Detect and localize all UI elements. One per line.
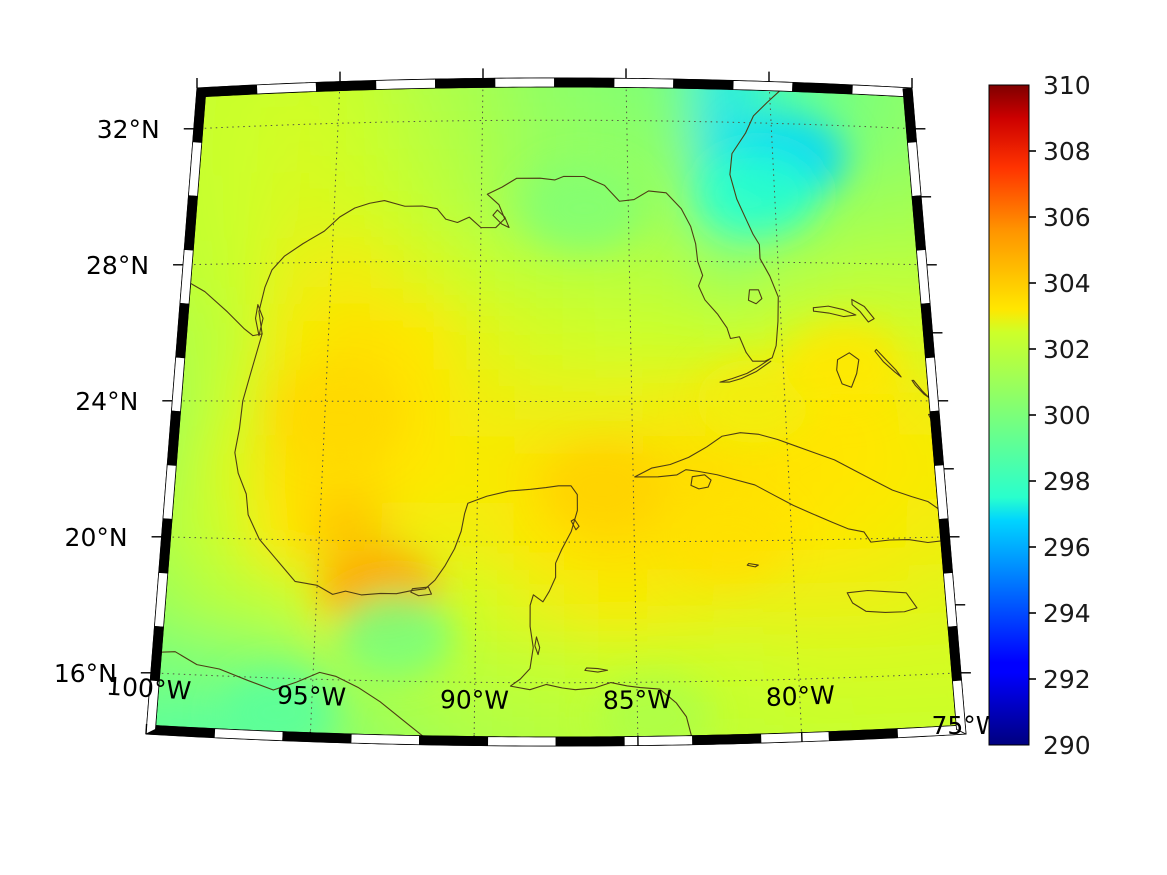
frame-segment xyxy=(673,78,734,90)
lon-tick-label: 100°W xyxy=(105,672,191,706)
coastline-mexico-pacific-coast-south xyxy=(151,651,442,746)
sst-feature xyxy=(337,593,454,678)
colorbar-gradient xyxy=(988,84,1030,746)
colorbar[interactable]: 290 292 294 296 298 300 302 304 306 308 310 xyxy=(988,71,1091,760)
frame-segment xyxy=(487,736,557,747)
map-frame-border xyxy=(145,77,967,747)
frame-segment xyxy=(554,77,615,88)
lat-tick-label: 28°N xyxy=(86,251,149,280)
frame-segment xyxy=(375,78,436,90)
lon-tick-label: 80°W xyxy=(765,680,835,711)
coastline-laguna-de-terminos xyxy=(410,586,432,597)
gridline-parallel xyxy=(172,400,939,402)
gridline-meridian xyxy=(309,81,341,742)
sst-field xyxy=(146,78,966,746)
lat-tick-label: 32°N xyxy=(97,115,160,144)
axis-tick-labels: 100°W 95°W 90°W 85°W 80°W75°W32°N28°N24°N20°… xyxy=(54,115,1001,740)
frame-segment xyxy=(623,735,694,747)
coastline-florida-keys xyxy=(719,358,772,383)
frame-segment xyxy=(613,77,675,89)
coastline-isla-de-la-juventud xyxy=(690,474,712,490)
frame-segment xyxy=(350,733,420,746)
colorbar-tick-label: 292 xyxy=(1043,665,1091,694)
lon-tick xyxy=(145,723,148,735)
sst-feature xyxy=(786,324,903,409)
colorbar-tick-label: 306 xyxy=(1043,203,1091,232)
colorbar-ticks xyxy=(1029,150,1036,680)
frame-segment xyxy=(145,679,160,735)
colorbar-tick-label: 290 xyxy=(1043,731,1091,760)
coastline-jamaica xyxy=(846,589,918,613)
colorbar-tick-label: 298 xyxy=(1043,467,1091,496)
lat-tick-label: 24°N xyxy=(75,387,138,416)
lon-tick-label: 85°W xyxy=(603,685,672,715)
coastline-cozumel xyxy=(570,518,580,531)
sst-feature xyxy=(544,447,661,532)
frame-segment xyxy=(434,77,496,89)
map-axes: 100°W 95°W 90°W 85°W 80°W75°W32°N28°N24°N20°… xyxy=(54,68,1001,747)
lon-tick-label: 90°W xyxy=(440,685,509,715)
frame-segment xyxy=(952,679,967,735)
colorbar-tick-label: 304 xyxy=(1043,269,1091,298)
colorbar-tick-label: 296 xyxy=(1043,533,1091,562)
gridline-meridian xyxy=(768,81,803,742)
lat-tick-label: 20°N xyxy=(65,523,128,552)
colorbar-tick-labels: 290 292 294 296 298 300 302 304 306 308 310 xyxy=(1043,71,1091,760)
frame-segment xyxy=(494,77,555,88)
frame-segment xyxy=(315,80,377,92)
frame-segment xyxy=(282,731,352,744)
colorbar-tick-label: 308 xyxy=(1043,137,1091,166)
lat-tick-label: 16°N xyxy=(54,659,117,688)
colorbar-tick-label: 302 xyxy=(1043,335,1091,364)
coastline-mexico-east-coast xyxy=(234,333,695,746)
coastline-cayman-islands xyxy=(746,562,759,568)
frame-segment xyxy=(732,80,794,92)
frame-segment xyxy=(760,731,830,744)
coastline-texas-louisiana-gulf-coast xyxy=(181,81,790,362)
coastline-bahamas-grand-bahama xyxy=(812,305,857,318)
coastline-bahamas-abaco xyxy=(851,298,875,323)
coastline-bahamas-andros xyxy=(836,352,860,388)
frame-segment xyxy=(692,733,762,746)
gridline-meridian xyxy=(625,78,639,746)
coastline-bahamas-cat-island xyxy=(911,379,930,398)
coastline-cuba xyxy=(634,432,966,544)
coastline-honduras-bay-islands xyxy=(584,667,609,673)
coastline-laguna-madre xyxy=(254,304,264,337)
axis-ticks xyxy=(140,68,971,746)
colorbar-tick-label: 310 xyxy=(1043,71,1091,100)
sst-feature xyxy=(526,166,643,251)
frame-segment xyxy=(555,736,625,747)
frame-segment xyxy=(418,735,489,747)
gridline-meridian xyxy=(473,78,484,746)
coastline-bahamas-eleuthera xyxy=(874,348,902,378)
sst-feature xyxy=(282,376,399,461)
sst-feature xyxy=(701,150,818,235)
coastline-belize-cayes xyxy=(534,636,541,656)
colorbar-tick-label: 294 xyxy=(1043,599,1091,628)
lon-tick-label: 95°W xyxy=(277,681,347,712)
coastline-lake-okeechobee xyxy=(747,289,763,305)
colorbar-tick-label: 300 xyxy=(1043,401,1091,430)
coastline-mississippi-delta xyxy=(492,209,510,229)
